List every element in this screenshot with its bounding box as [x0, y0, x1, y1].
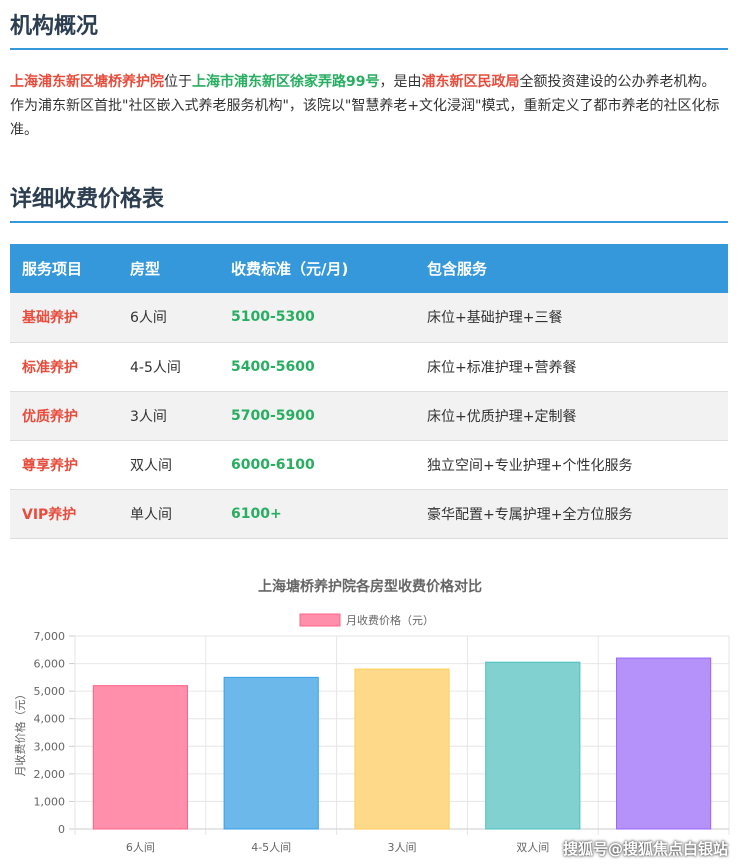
title-underline: [10, 48, 728, 50]
y-tick-label: 0: [58, 823, 65, 836]
table-row: 标准养护 4-5人间 5400-5600 床位+标准护理+营养餐: [10, 342, 728, 391]
cell-includes: 独立空间+专业护理+个性化服务: [427, 457, 633, 474]
chart-title: 上海塘桥养护院各房型收费价格对比: [258, 578, 482, 595]
header-room: 房型: [130, 260, 161, 278]
cell-includes: 床位+基础护理+三餐: [427, 310, 563, 327]
cell-price: 6000-6100: [231, 456, 315, 473]
x-tick-label: 3人间: [388, 841, 417, 854]
bar: [485, 661, 581, 830]
institution-name: 上海浦东新区塘桥养护院: [10, 74, 164, 90]
bar: [616, 657, 712, 830]
cell-room: 双人间: [130, 457, 172, 474]
table-row: VIP养护 单人间 6100+ 豪华配置+专属护理+全方位服务: [10, 489, 728, 538]
cell-price: 5400-5600: [231, 358, 315, 375]
cell-price: 6100+: [231, 505, 282, 522]
header-price: 收费标准（元/月): [231, 260, 349, 278]
header-service: 服务项目: [22, 260, 83, 278]
cell-includes: 床位+优质护理+定制餐: [427, 408, 577, 425]
section-title-overview: 机构概况: [10, 14, 99, 39]
cell-room: 单人间: [130, 506, 172, 523]
cell-service: 基础养护: [22, 310, 78, 327]
x-tick-label: 双人间: [516, 841, 549, 854]
cell-service: VIP养护: [22, 506, 77, 523]
bar: [92, 685, 188, 830]
section-title-pricing: 详细收费价格表: [10, 187, 165, 212]
y-tick-label: 7,000: [34, 630, 66, 643]
x-tick-label: 6人间: [126, 841, 155, 854]
cell-room: 3人间: [130, 408, 167, 425]
watermark: 搜狐号@搜狐焦点白银站: [562, 840, 728, 858]
y-tick-label: 4,000: [34, 713, 66, 726]
pricing-table: 服务项目 房型 收费标准（元/月) 包含服务 基础养护 6人间 5100-530…: [10, 244, 728, 539]
cell-includes: 豪华配置+专属护理+全方位服务: [427, 506, 633, 523]
cell-price: 5700-5900: [231, 407, 315, 424]
y-tick-label: 5,000: [34, 685, 66, 698]
table-row: 优质养护 3人间 5700-5900 床位+优质护理+定制餐: [10, 391, 728, 440]
cell-service: 优质养护: [22, 408, 78, 425]
y-tick-label: 1,000: [34, 795, 66, 808]
bar: [223, 676, 319, 830]
cell-room: 4-5人间: [130, 359, 181, 376]
table-row: 基础养护 6人间 5100-5300 床位+基础护理+三餐: [10, 293, 728, 342]
legend-swatch: [299, 613, 341, 627]
institution-address: 上海市浦东新区徐家弄路99号: [192, 74, 380, 90]
y-axis-label: 月收费价格（元）: [13, 689, 27, 777]
title-underline: [10, 221, 728, 223]
bar: [354, 668, 450, 830]
y-tick-label: 6,000: [34, 658, 66, 671]
cell-includes: 床位+标准护理+营养餐: [427, 359, 577, 376]
cell-price: 5100-5300: [231, 309, 315, 326]
intro-paragraph: 上海浦东新区塘桥养护院位于上海市浦东新区徐家弄路99号，是由浦东新区民政局全额投…: [10, 74, 720, 138]
cell-room: 6人间: [130, 310, 167, 327]
cell-service: 标准养护: [22, 359, 78, 376]
legend-label: 月收费价格（元）: [346, 613, 434, 627]
table-row: 尊享养护 双人间 6000-6100 独立空间+专业护理+个性化服务: [10, 440, 728, 489]
y-tick-label: 2,000: [34, 768, 66, 781]
sponsor-org: 浦东新区民政局: [421, 74, 520, 90]
header-includes: 包含服务: [427, 260, 488, 278]
x-tick-label: 4-5人间: [251, 841, 291, 854]
cell-service: 尊享养护: [22, 457, 78, 474]
y-tick-label: 3,000: [34, 740, 66, 753]
table-header-row: 服务项目 房型 收费标准（元/月) 包含服务: [10, 244, 728, 293]
